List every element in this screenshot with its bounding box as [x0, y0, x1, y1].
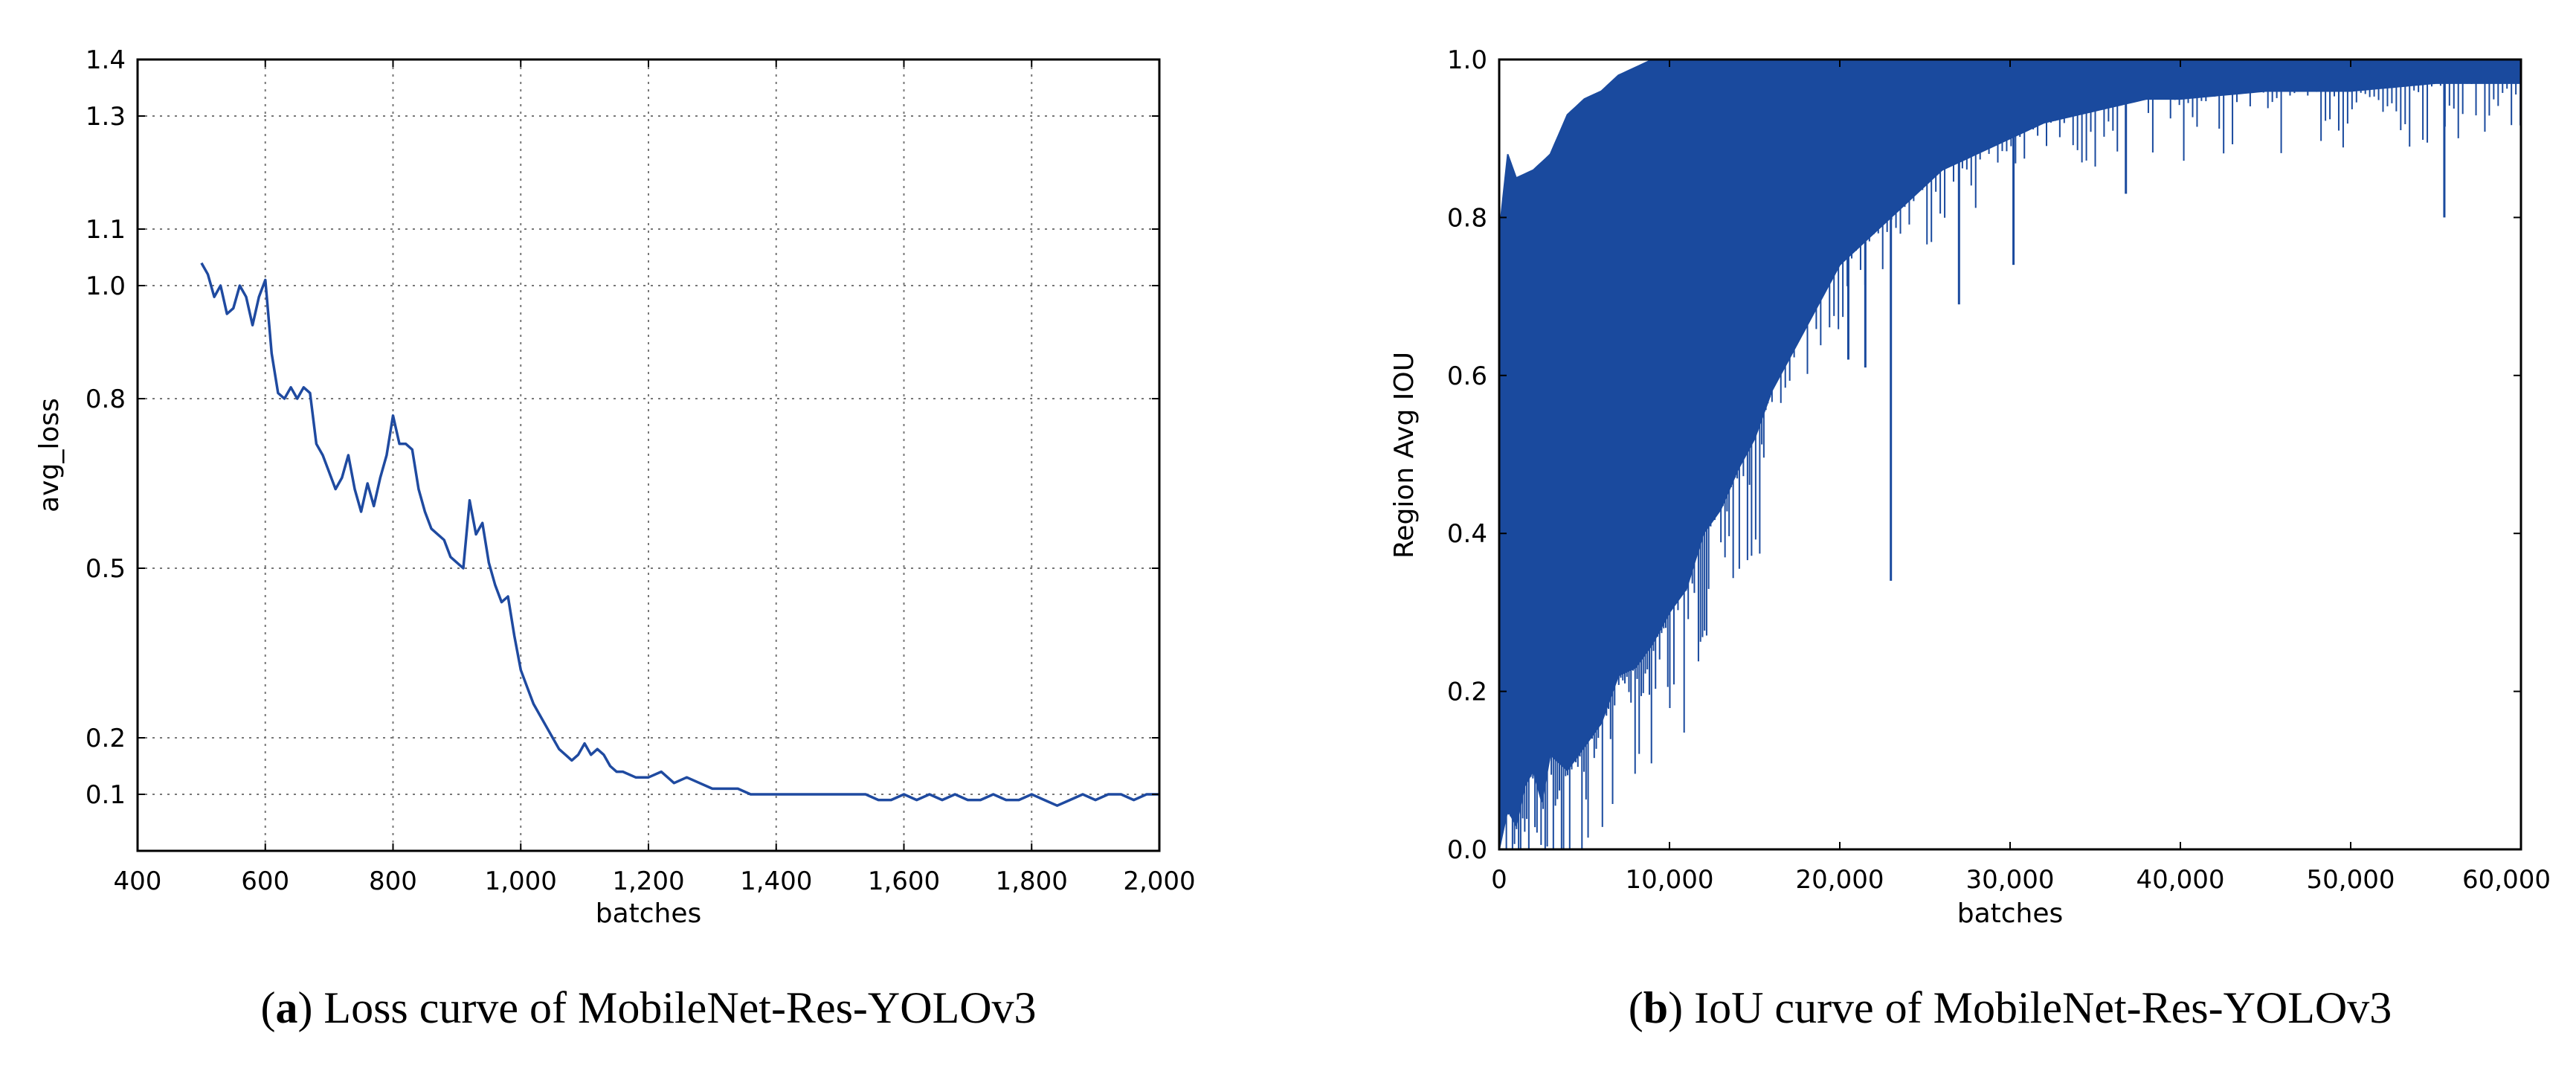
x-tick-label: 30,000: [1966, 865, 2055, 895]
x-tick-label: 1,200: [612, 866, 684, 896]
x-tick-label: 1,400: [740, 866, 812, 896]
y-tick-label: 0.1: [86, 780, 126, 810]
y-tick-label: 1.0: [1447, 45, 1487, 75]
x-tick-label: 50,000: [2307, 865, 2395, 895]
iou-chart: 0 10,000 20,000 30,000 40,000 50,000 60,000 0.…: [1389, 45, 2551, 1032]
loss-series-line: [200, 262, 1159, 807]
caption-text: IoU curve of MobileNet-Res-YOLOv3: [1694, 983, 2392, 1032]
loss-chart-x-label: batches: [596, 898, 702, 929]
loss-chart-grid: [138, 60, 1159, 851]
iou-chart-series: [1498, 59, 2522, 850]
loss-chart-y-label: avg_loss: [34, 398, 65, 512]
x-tick-label: 60,000: [2462, 865, 2551, 895]
loss-chart-series: [200, 262, 1159, 807]
loss-chart-y-ticks: 0.1 0.2 0.5 0.8 1.0 1.1 1.3 1.4: [86, 45, 1159, 810]
y-tick-label: 1.4: [86, 45, 126, 75]
x-tick-label: 40,000: [2137, 865, 2225, 895]
y-tick-label: 0.2: [86, 724, 126, 753]
y-tick-label: 1.0: [86, 271, 126, 301]
iou-chart-x-ticks: 0 10,000 20,000 30,000 40,000 50,000 60,000: [1491, 60, 2551, 895]
caption-letter: b: [1643, 983, 1668, 1032]
y-tick-label: 0.2: [1447, 678, 1487, 707]
x-tick-label: 20,000: [1796, 865, 1884, 895]
x-tick-label: 400: [114, 866, 162, 896]
x-tick-label: 1,600: [868, 866, 940, 896]
x-tick-label: 1,800: [996, 866, 1068, 896]
iou-chart-x-label: batches: [1957, 898, 2064, 929]
x-tick-label: 600: [241, 866, 289, 896]
x-tick-label: 1,000: [485, 866, 557, 896]
loss-chart: 400 600 800 1,000 1,200 1,400 1,600 1,800 2,000 …: [34, 45, 1196, 1032]
y-tick-label: 0.0: [1447, 835, 1487, 865]
x-tick-label: 0: [1491, 865, 1507, 895]
caption-paren-close: ): [1668, 983, 1694, 1032]
caption-text: Loss curve of MobileNet-Res-YOLOv3: [323, 983, 1036, 1032]
y-tick-label: 1.1: [86, 215, 126, 245]
caption-paren-open: (: [1629, 983, 1643, 1032]
caption-letter: a: [275, 983, 297, 1032]
loss-chart-x-ticks: 400 600 800 1,000 1,200 1,400 1,600 1,800 2,000: [114, 60, 1196, 896]
caption-paren-open: (: [260, 983, 275, 1032]
x-tick-label: 800: [369, 866, 417, 896]
iou-chart-y-ticks: 0.0 0.2 0.4 0.6 0.8 1.0: [1447, 45, 2521, 865]
y-tick-label: 0.8: [1447, 203, 1487, 233]
iou-band: [1498, 59, 2522, 850]
iou-chart-y-label: Region Avg IOU: [1389, 352, 1420, 559]
loss-chart-caption: (a) Loss curve of MobileNet-Res-YOLOv3: [260, 983, 1036, 1032]
y-tick-label: 0.6: [1447, 361, 1487, 391]
y-tick-label: 0.4: [1447, 519, 1487, 549]
iou-spikes: [1505, 83, 2522, 849]
y-tick-label: 1.3: [86, 102, 126, 132]
y-tick-label: 0.8: [86, 385, 126, 414]
x-tick-label: 10,000: [1626, 865, 1714, 895]
x-tick-label: 2,000: [1123, 866, 1195, 896]
iou-chart-caption: (b) IoU curve of MobileNet-Res-YOLOv3: [1629, 983, 2392, 1032]
caption-paren-close: ): [297, 983, 323, 1032]
y-tick-label: 0.5: [86, 554, 126, 584]
